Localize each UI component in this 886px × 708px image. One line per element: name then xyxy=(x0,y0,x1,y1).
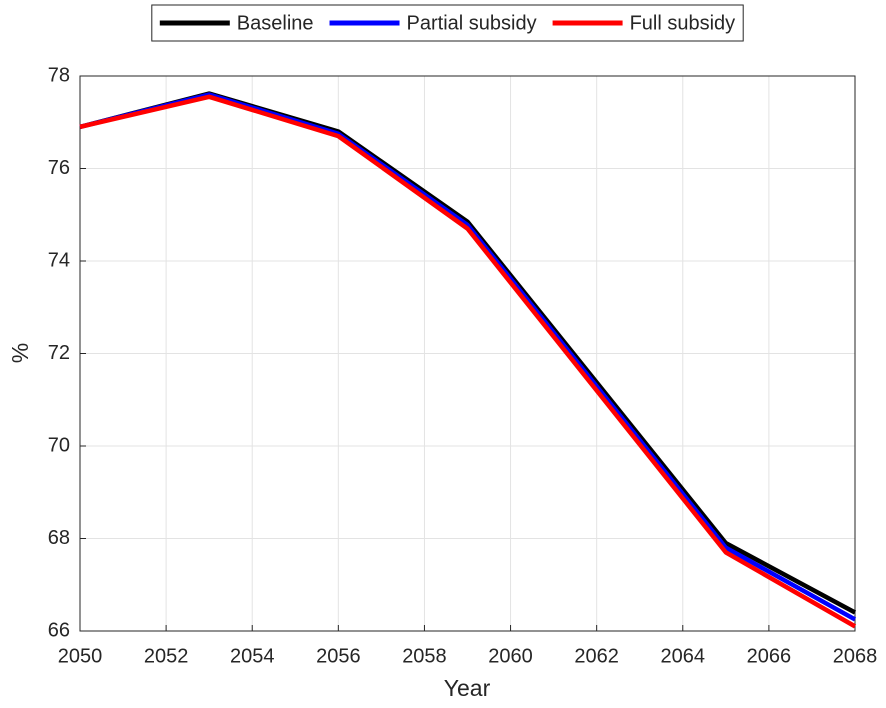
y-tick-label: 74 xyxy=(48,249,70,271)
x-tick-label: 2050 xyxy=(58,645,103,667)
x-tick-label: 2064 xyxy=(661,645,706,667)
y-tick-label: 72 xyxy=(48,342,70,364)
y-tick-label: 70 xyxy=(48,434,70,456)
line xyxy=(79,94,857,629)
legend-label: Full subsidy xyxy=(630,12,736,34)
legend-box xyxy=(151,4,744,42)
x-tick-label: 2058 xyxy=(402,645,447,667)
legend: Baseline Partial subsidy Full subsidy xyxy=(151,4,744,42)
x-tick-label: 2054 xyxy=(230,645,275,667)
axes-box xyxy=(79,75,856,632)
legend-label: Baseline xyxy=(237,12,314,34)
y-tick-label: 78 xyxy=(48,64,70,86)
x-tick-label: 2062 xyxy=(574,645,619,667)
x-tick-label: 2056 xyxy=(316,645,361,667)
y-tick-label: 68 xyxy=(48,527,70,549)
legend-label: Partial subsidy xyxy=(407,12,537,34)
x-tick-label: 2060 xyxy=(488,645,533,667)
y-axis-label: % xyxy=(7,343,33,363)
y-tick-label: 76 xyxy=(48,157,70,179)
y-tick-label: 66 xyxy=(48,619,70,641)
x-axis-label: Year xyxy=(444,675,491,701)
x-tick-label: 2068 xyxy=(833,645,878,667)
x-tick-label: 2066 xyxy=(747,645,792,667)
x-tick-label: 2052 xyxy=(144,645,189,667)
